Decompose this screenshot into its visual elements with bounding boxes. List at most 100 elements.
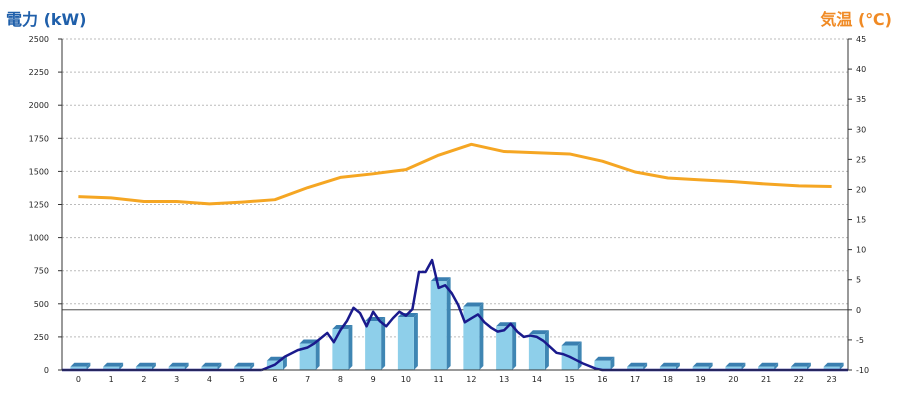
- bar-side: [479, 302, 484, 370]
- bar: [692, 362, 713, 370]
- bar: [790, 362, 811, 370]
- bar-front: [299, 343, 316, 370]
- bar-top: [234, 362, 255, 367]
- power-line: [261, 258, 636, 372]
- bar-front: [430, 281, 447, 370]
- y-tick-label-left: 500: [34, 300, 49, 309]
- bar: [725, 362, 746, 370]
- bar-side: [250, 362, 255, 370]
- bar: [463, 302, 484, 370]
- x-tick-label: 10: [401, 375, 411, 384]
- bar: [332, 324, 353, 370]
- bar-side: [348, 324, 353, 370]
- temperature-line: [78, 142, 832, 206]
- bar-top: [201, 362, 222, 367]
- bar-top: [135, 362, 156, 367]
- bar: [299, 339, 320, 370]
- x-tick-label: 14: [532, 375, 542, 384]
- bar-side: [413, 313, 418, 370]
- bar-side: [741, 362, 746, 370]
- y-tick-label-left: 1000: [29, 234, 49, 243]
- x-tick-label: 19: [696, 375, 706, 384]
- bar-side: [708, 362, 713, 370]
- bar: [594, 356, 615, 370]
- bar: [397, 313, 418, 370]
- x-tick-label: 1: [109, 375, 114, 384]
- y-tick-label-right: 20: [856, 185, 866, 194]
- y-tick-label-right: 30: [856, 125, 866, 134]
- y-tick-label-right: 40: [856, 65, 866, 74]
- y-tick-label-left: 2000: [29, 101, 49, 110]
- y-tick-label-left: 750: [34, 267, 49, 276]
- bar: [627, 362, 648, 370]
- bar-side: [446, 277, 451, 370]
- bar-side: [86, 362, 91, 370]
- x-tick-label: 7: [305, 375, 310, 384]
- bar-side: [184, 362, 189, 370]
- x-tick-label: 5: [240, 375, 245, 384]
- y-tick-label-left: 250: [34, 333, 49, 342]
- y-tick-label-left: 2250: [29, 68, 49, 77]
- bar-side: [512, 322, 517, 370]
- bar-top: [659, 362, 680, 367]
- bar: [365, 317, 386, 370]
- bar-front: [135, 366, 152, 370]
- bar-front: [332, 328, 349, 370]
- bar-front: [70, 366, 87, 370]
- bar-top: [790, 362, 811, 367]
- x-tick-label: 23: [827, 375, 837, 384]
- bar: [168, 362, 189, 370]
- bar-side: [774, 362, 779, 370]
- bar-front: [397, 317, 414, 370]
- bar-front: [201, 366, 218, 370]
- y-tick-label-right: 5: [856, 276, 861, 285]
- bar-front: [463, 306, 480, 370]
- bar-side: [282, 356, 287, 370]
- y-tick-label-right: 10: [856, 246, 866, 255]
- bar-front: [365, 321, 382, 370]
- bar-side: [315, 339, 320, 370]
- x-tick-label: 13: [499, 375, 509, 384]
- bar-front: [627, 366, 644, 370]
- y-tick-label-right: 45: [856, 35, 866, 44]
- bar-side: [610, 356, 615, 370]
- bar-top: [725, 362, 746, 367]
- bar-top: [70, 362, 91, 367]
- y-tick-label-right: 0: [856, 306, 861, 315]
- y-tick-label-right: 25: [856, 155, 866, 164]
- bar-side: [806, 362, 811, 370]
- y-tick-label-left: 1750: [29, 134, 49, 143]
- y-tick-label-right: 35: [856, 95, 866, 104]
- bar-top: [463, 302, 484, 307]
- x-tick-label: 22: [794, 375, 804, 384]
- x-tick-label: 12: [466, 375, 476, 384]
- bar: [201, 362, 222, 370]
- bar-front: [528, 334, 545, 370]
- bar-front: [168, 366, 185, 370]
- bar: [758, 362, 779, 370]
- bar-side: [675, 362, 680, 370]
- bar-side: [577, 341, 582, 370]
- bar-side: [839, 362, 844, 370]
- bar-top: [627, 362, 648, 367]
- bar-side: [643, 362, 648, 370]
- bar-front: [823, 366, 840, 370]
- y-tick-label-left: 1500: [29, 167, 49, 176]
- bar-side: [151, 362, 156, 370]
- x-tick-label: 6: [272, 375, 277, 384]
- bar-top: [758, 362, 779, 367]
- bar-front: [103, 366, 120, 370]
- bar-top: [561, 341, 582, 346]
- left-axis-title: 電力 (kW): [6, 10, 87, 29]
- bar: [823, 362, 844, 370]
- bar-side: [544, 330, 549, 370]
- bar-side: [217, 362, 222, 370]
- bar-top: [594, 356, 615, 361]
- bar-front: [594, 360, 611, 370]
- y-tick-label-left: 1250: [29, 201, 49, 210]
- x-tick-label: 17: [630, 375, 640, 384]
- x-tick-label: 9: [371, 375, 376, 384]
- bar-top: [823, 362, 844, 367]
- bar: [430, 277, 451, 370]
